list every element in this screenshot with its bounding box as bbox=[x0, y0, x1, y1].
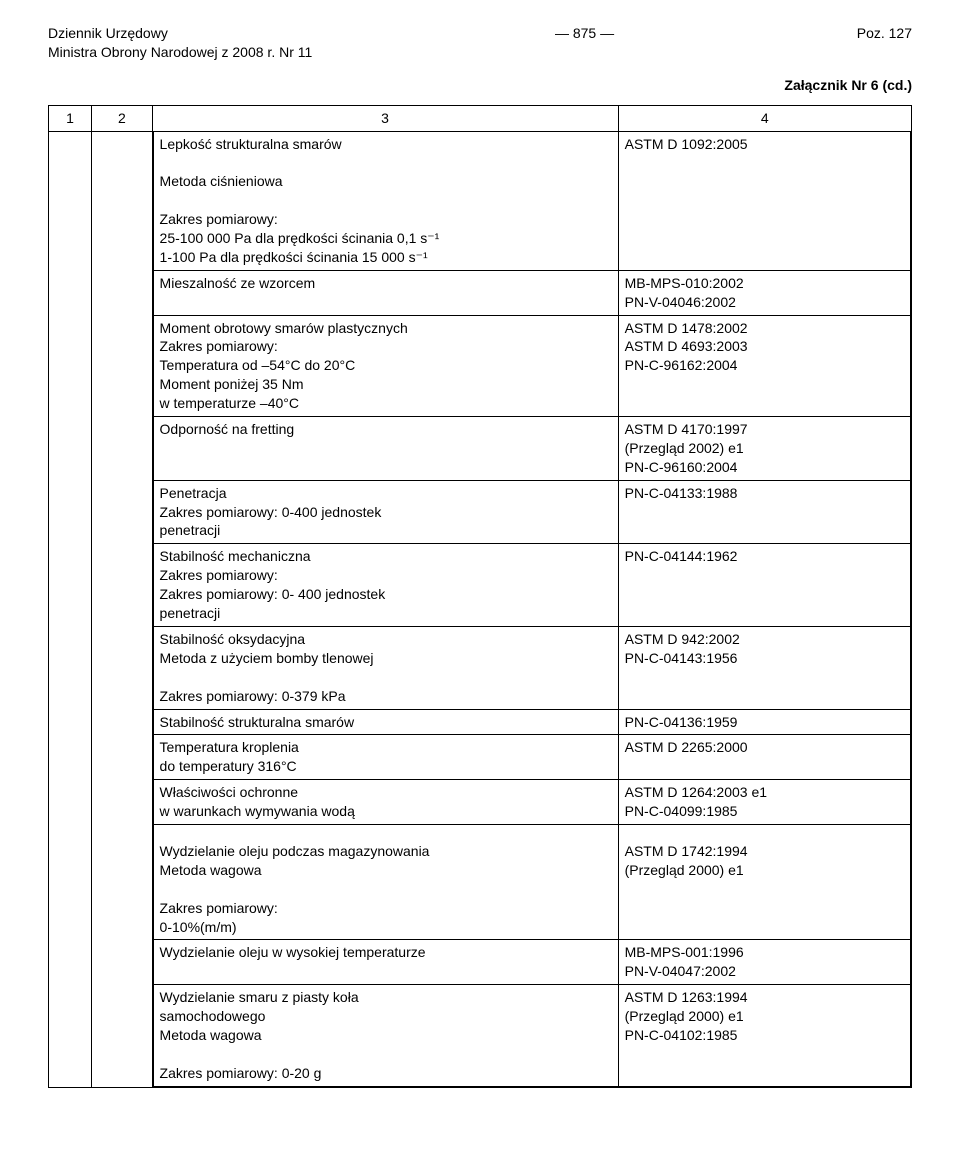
row-left: Stabilność strukturalna smarów bbox=[153, 709, 618, 735]
row-left: Stabilność oksydacyjnaMetoda z użyciem b… bbox=[153, 626, 618, 709]
row-left: Wydzielanie oleju podczas magazynowaniaM… bbox=[153, 824, 618, 939]
header-right: Poz. 127 bbox=[857, 24, 912, 43]
attachment-label: Załącznik Nr 6 (cd.) bbox=[48, 76, 912, 95]
table-row: Wydzielanie oleju podczas magazynowaniaM… bbox=[153, 824, 910, 939]
header-left: Dziennik Urzędowy Ministra Obrony Narodo… bbox=[48, 24, 312, 62]
col1-cell bbox=[49, 131, 92, 1087]
header-center: — 875 — bbox=[555, 24, 614, 43]
row-right: MB-MPS-001:1996PN-V-04047:2002 bbox=[618, 940, 910, 985]
table-header-row: 1 2 3 4 bbox=[49, 105, 912, 131]
table-row: Temperatura kropleniado temperatury 316°… bbox=[153, 735, 910, 780]
colhead-2: 2 bbox=[92, 105, 152, 131]
row-left: PenetracjaZakres pomiarowy: 0-400 jednos… bbox=[153, 480, 618, 544]
row-left: Wydzielanie oleju w wysokiej temperaturz… bbox=[153, 940, 618, 985]
colhead-4: 4 bbox=[618, 105, 911, 131]
table-row: Odporność na frettingASTM D 4170:1997(Pr… bbox=[153, 417, 910, 481]
row-right: ASTM D 2265:2000 bbox=[618, 735, 910, 780]
row-left: Odporność na fretting bbox=[153, 417, 618, 481]
row-right: ASTM D 1742:1994(Przegląd 2000) e1 bbox=[618, 824, 910, 939]
row-left: Wydzielanie smaru z piasty kołasamochodo… bbox=[153, 985, 618, 1086]
table-body-row: Lepkość strukturalna smarówMetoda ciśnie… bbox=[49, 131, 912, 1087]
table-row: Stabilność strukturalna smarówPN-C-04136… bbox=[153, 709, 910, 735]
main-table: 1 2 3 4 Lepkość strukturalna smarówMetod… bbox=[48, 105, 912, 1088]
table-row: Stabilność mechanicznaZakres pomiarowy:Z… bbox=[153, 544, 910, 627]
colhead-1: 1 bbox=[49, 105, 92, 131]
content-cell: Lepkość strukturalna smarówMetoda ciśnie… bbox=[152, 131, 911, 1087]
page-header: Dziennik Urzędowy Ministra Obrony Narodo… bbox=[48, 24, 912, 62]
table-row: Wydzielanie smaru z piasty kołasamochodo… bbox=[153, 985, 910, 1086]
row-right: MB-MPS-010:2002PN-V-04046:2002 bbox=[618, 270, 910, 315]
row-right: ASTM D 1264:2003 e1PN-C-04099:1985 bbox=[618, 780, 910, 825]
row-right: ASTM D 1092:2005 bbox=[618, 132, 910, 271]
table-row: Stabilność oksydacyjnaMetoda z użyciem b… bbox=[153, 626, 910, 709]
row-right: ASTM D 1478:2002ASTM D 4693:2003PN-C-961… bbox=[618, 315, 910, 416]
row-left: Mieszalność ze wzorcem bbox=[153, 270, 618, 315]
table-row: PenetracjaZakres pomiarowy: 0-400 jednos… bbox=[153, 480, 910, 544]
row-right: PN-C-04133:1988 bbox=[618, 480, 910, 544]
col2-cell bbox=[92, 131, 152, 1087]
row-right: PN-C-04136:1959 bbox=[618, 709, 910, 735]
header-left-line2: Ministra Obrony Narodowej z 2008 r. Nr 1… bbox=[48, 43, 312, 62]
table-row: Wydzielanie oleju w wysokiej temperaturz… bbox=[153, 940, 910, 985]
table-row: Moment obrotowy smarów plastycznychZakre… bbox=[153, 315, 910, 416]
row-left: Stabilność mechanicznaZakres pomiarowy:Z… bbox=[153, 544, 618, 627]
row-left: Lepkość strukturalna smarówMetoda ciśnie… bbox=[153, 132, 618, 271]
row-right: PN-C-04144:1962 bbox=[618, 544, 910, 627]
row-right: ASTM D 1263:1994(Przegląd 2000) e1PN-C-0… bbox=[618, 985, 910, 1086]
row-right: ASTM D 4170:1997(Przegląd 2002) e1PN-C-9… bbox=[618, 417, 910, 481]
row-right: ASTM D 942:2002PN-C-04143:1956 bbox=[618, 626, 910, 709]
row-left: Temperatura kropleniado temperatury 316°… bbox=[153, 735, 618, 780]
inner-table: Lepkość strukturalna smarówMetoda ciśnie… bbox=[153, 132, 911, 1087]
header-left-line1: Dziennik Urzędowy bbox=[48, 24, 312, 43]
row-left: Moment obrotowy smarów plastycznychZakre… bbox=[153, 315, 618, 416]
table-row: Właściwości ochronnew warunkach wymywani… bbox=[153, 780, 910, 825]
table-row: Mieszalność ze wzorcemMB-MPS-010:2002PN-… bbox=[153, 270, 910, 315]
row-left: Właściwości ochronnew warunkach wymywani… bbox=[153, 780, 618, 825]
colhead-3: 3 bbox=[152, 105, 618, 131]
table-row: Lepkość strukturalna smarówMetoda ciśnie… bbox=[153, 132, 910, 271]
